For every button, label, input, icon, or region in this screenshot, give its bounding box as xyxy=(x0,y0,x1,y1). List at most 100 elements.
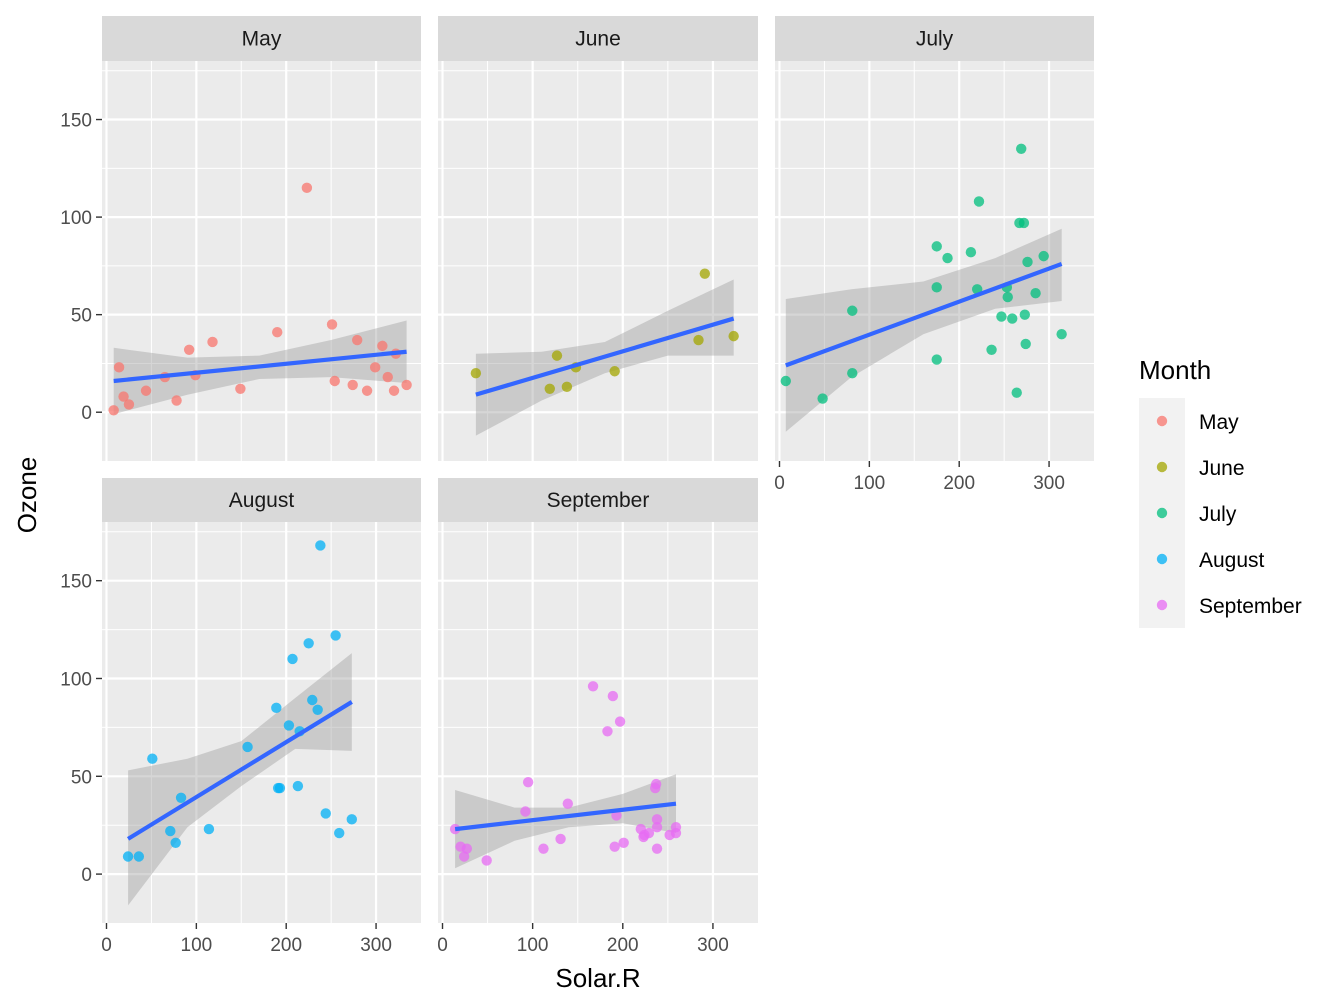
data-point xyxy=(118,391,129,402)
data-point xyxy=(1038,250,1049,262)
legend-item-july: July xyxy=(1156,503,1237,526)
y-tick-label: 150 xyxy=(60,111,92,132)
data-point xyxy=(538,843,549,854)
grid xyxy=(438,61,758,461)
legend-key xyxy=(1156,415,1168,427)
data-point xyxy=(1016,143,1027,155)
data-point xyxy=(693,334,704,346)
data-point xyxy=(651,814,663,825)
x-tick-label: 0 xyxy=(437,935,448,956)
facet-september: September xyxy=(438,478,758,923)
data-point xyxy=(170,837,181,848)
facet-strip-label: May xyxy=(242,28,282,51)
data-point xyxy=(1011,387,1022,398)
data-point xyxy=(303,638,314,649)
data-point xyxy=(931,354,942,365)
data-point xyxy=(650,778,662,790)
data-point xyxy=(561,381,573,393)
data-point xyxy=(931,282,942,293)
facet-strip xyxy=(438,16,758,61)
facet-strip xyxy=(102,478,421,522)
data-point xyxy=(973,196,985,207)
data-point xyxy=(996,311,1007,322)
panel-background xyxy=(102,522,421,923)
data-point xyxy=(377,340,388,352)
x-tick-label: 100 xyxy=(517,935,549,956)
legend-label: August xyxy=(1199,549,1265,572)
confidence-band xyxy=(455,774,676,869)
facet-strip-label: July xyxy=(916,28,954,51)
data-point xyxy=(113,362,125,373)
data-point xyxy=(942,252,953,264)
x-tick-label: 300 xyxy=(360,935,392,956)
x-tick-label: 0 xyxy=(774,473,785,494)
data-point xyxy=(614,716,626,727)
data-point xyxy=(1007,313,1018,324)
legend-label: September xyxy=(1199,595,1302,618)
data-point xyxy=(301,182,313,194)
y-tick-label: 100 xyxy=(60,669,92,690)
data-point xyxy=(312,704,323,715)
data-point xyxy=(203,823,215,835)
data-point xyxy=(315,540,326,551)
data-point xyxy=(780,375,791,387)
data-point xyxy=(133,851,145,862)
data-point xyxy=(817,393,828,404)
data-point xyxy=(562,798,574,809)
regression-line xyxy=(475,316,735,397)
legend-label: May xyxy=(1199,411,1239,434)
x-tick-label: 100 xyxy=(854,473,886,494)
legend-item-september: September xyxy=(1156,595,1302,618)
data-point xyxy=(346,814,358,825)
data-point xyxy=(1020,338,1031,350)
data-point xyxy=(458,851,470,862)
data-point xyxy=(1018,217,1030,229)
data-point xyxy=(643,827,655,839)
x-tick-label: 100 xyxy=(181,935,213,956)
data-point xyxy=(470,367,482,379)
facet-strip xyxy=(775,16,1094,61)
data-point xyxy=(272,327,283,338)
legend: Month May June July August September xyxy=(1139,355,1302,628)
axes: 0 50 100 150 0 100 200 300 0 50 100 150 0 100 200 300 0 1… xyxy=(60,111,1065,956)
data-point xyxy=(1022,256,1033,268)
facet-may: May xyxy=(102,16,421,461)
x-tick-label: 200 xyxy=(607,935,639,956)
data-point xyxy=(140,385,152,396)
data-point xyxy=(108,405,119,416)
facet-strip-label: September xyxy=(547,489,650,512)
panel-background xyxy=(438,61,758,461)
x-tick-label: 200 xyxy=(943,473,975,494)
data-point xyxy=(555,833,566,845)
data-point xyxy=(544,383,555,395)
data-point xyxy=(551,350,563,361)
data-point xyxy=(1019,309,1031,320)
legend-key xyxy=(1156,507,1168,519)
data-point xyxy=(986,344,997,355)
data-point xyxy=(326,319,338,330)
data-point xyxy=(123,399,135,410)
data-point xyxy=(607,690,619,702)
legend-item-may: May xyxy=(1156,411,1239,434)
y-tick-label: 150 xyxy=(60,572,92,593)
grid xyxy=(102,61,421,461)
data-point xyxy=(481,855,492,866)
data-point xyxy=(283,720,295,731)
facet-strip xyxy=(438,478,758,522)
panel-background xyxy=(438,522,758,923)
data-point xyxy=(207,336,218,348)
legend-key xyxy=(1156,553,1168,565)
regression-line xyxy=(126,700,353,841)
data-point xyxy=(292,780,304,792)
data-point xyxy=(522,776,534,788)
data-point xyxy=(618,837,629,848)
data-point xyxy=(329,375,340,387)
data-point xyxy=(670,821,682,833)
facet-panels: May June July August September xyxy=(102,16,1094,923)
data-point xyxy=(1002,291,1013,303)
data-point xyxy=(271,702,282,714)
data-point xyxy=(334,827,345,839)
data-point xyxy=(320,808,331,819)
y-tick-label: 100 xyxy=(60,208,92,229)
